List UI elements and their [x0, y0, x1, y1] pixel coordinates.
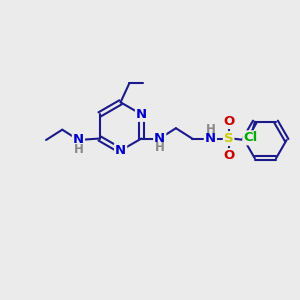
Text: N: N [136, 108, 147, 121]
Text: N: N [115, 144, 126, 157]
Text: Cl: Cl [243, 131, 257, 144]
Text: N: N [73, 134, 84, 146]
Text: N: N [205, 132, 216, 145]
Text: H: H [74, 143, 84, 156]
Text: S: S [224, 132, 233, 145]
Text: O: O [223, 115, 234, 128]
Text: O: O [223, 149, 234, 162]
Text: H: H [206, 123, 216, 136]
Text: N: N [154, 132, 165, 145]
Text: H: H [155, 141, 165, 154]
